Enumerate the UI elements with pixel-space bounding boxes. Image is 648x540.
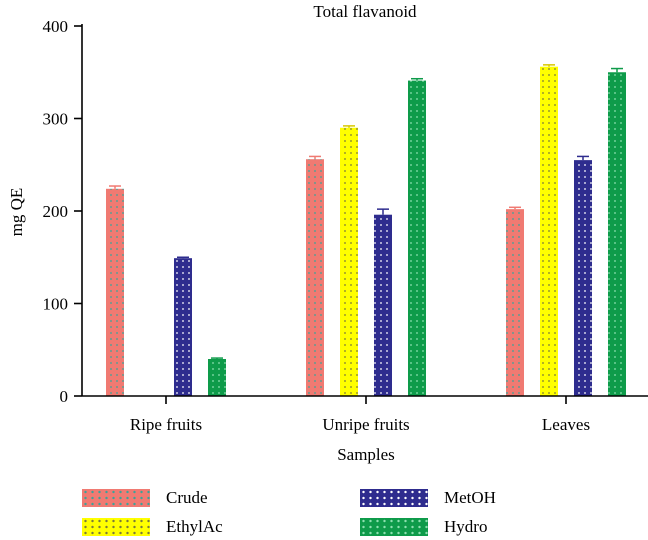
- legend-swatch-crude: [82, 489, 150, 507]
- bar-leaves-ethylac: [540, 66, 558, 396]
- y-tick-label-0: 0: [60, 387, 69, 406]
- legend-swatch-metoh: [360, 489, 428, 507]
- bar-ripe-fruits-crude: [106, 188, 124, 396]
- bar-unripe-fruits-hydro: [408, 80, 426, 396]
- bar-leaves-crude: [506, 209, 524, 396]
- chart-title: Total flavanoid: [313, 2, 417, 21]
- legend-item-crude: Crude: [82, 486, 208, 510]
- y-tick-label-400: 400: [43, 17, 69, 36]
- y-tick-label-200: 200: [43, 202, 69, 221]
- bar-ripe-fruits-hydro: [208, 359, 226, 396]
- bar-unripe-fruits-ethylac: [340, 127, 358, 396]
- legend-item-metoh: MetOH: [360, 486, 496, 510]
- bar-leaves-metoh: [574, 160, 592, 396]
- legend-label-crude: Crude: [166, 488, 208, 507]
- y-axis-label: mg QE: [7, 188, 26, 237]
- legend-label-ethylac: EthylAc: [166, 517, 223, 536]
- chart-marks: [106, 64, 626, 396]
- chart-axes: 0 100 200 300 400 Ripe fruits Unripe fruits Lea…: [43, 17, 648, 434]
- legend-item-ethylac: EthylAc: [82, 515, 223, 539]
- legend-item-hydro: Hydro: [360, 515, 487, 539]
- chart-svg: Total flavanoid mg QE Samples 0 100 200 300…: [7, 2, 648, 464]
- y-tick-label-100: 100: [43, 295, 69, 314]
- legend-swatch-ethylac: [82, 518, 150, 536]
- x-tick-label-leaves: Leaves: [542, 415, 590, 434]
- y-tick-label-300: 300: [43, 110, 69, 129]
- legend: Crude EthylAc MetOH Hydro: [0, 480, 648, 540]
- legend-swatch-hydro: [360, 518, 428, 536]
- x-tick-label-ripe-fruits: Ripe fruits: [130, 415, 202, 434]
- bar-unripe-fruits-metoh: [374, 214, 392, 396]
- bar-unripe-fruits-crude: [306, 159, 324, 396]
- legend-label-metoh: MetOH: [444, 488, 496, 507]
- x-axis-label: Samples: [337, 445, 395, 464]
- bar-leaves-hydro: [608, 72, 626, 396]
- bar-ripe-fruits-metoh: [174, 258, 192, 396]
- x-tick-label-unripe-fruits: Unripe fruits: [322, 415, 409, 434]
- legend-label-hydro: Hydro: [444, 517, 488, 536]
